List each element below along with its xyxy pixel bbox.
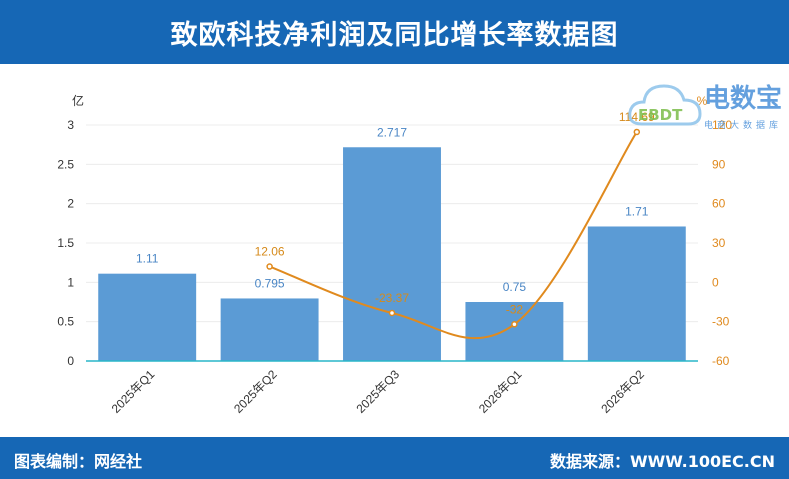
y-left-unit: 亿	[72, 93, 84, 108]
y-left-tick-label: 3	[67, 118, 74, 132]
bar	[220, 298, 319, 361]
bar	[587, 226, 686, 361]
bar-value-label: 0.75	[503, 280, 527, 294]
bar	[343, 147, 441, 361]
y-right-unit: %	[697, 94, 708, 108]
footer-banner: 图表编制：网经社 数据来源：WWW.100EC.CN	[0, 437, 789, 479]
y-left-tick-label: 2	[67, 197, 74, 211]
logo-sub-text: 电商大数据库	[704, 121, 783, 131]
y-left-tick-label: 0.5	[57, 315, 74, 329]
watermark-logo: EBDT 电数宝 电商大数据库	[628, 74, 788, 134]
y-right-tick-label: 30	[712, 236, 726, 250]
line-value-label: 12.06	[255, 245, 285, 259]
line-point	[633, 128, 641, 136]
y-right-tick-label: 120	[712, 118, 732, 132]
y-right-tick-label: -30	[712, 315, 730, 329]
y-left-tick-label: 2.5	[57, 157, 74, 171]
page-title: 致欧科技净利润及同比增长率数据图	[170, 19, 619, 51]
line-point	[266, 263, 273, 270]
y-right-tick-label: 0	[712, 275, 719, 289]
line-point	[388, 309, 396, 317]
footer-credit: 图表编制：网经社	[14, 452, 143, 471]
cloud-logo-icon: EBDT	[628, 84, 702, 126]
bar	[98, 273, 197, 361]
x-tick-label: 2025年Q1	[109, 367, 158, 416]
y-right-tick-label: 90	[712, 157, 726, 171]
y-left-tick-label: 0	[67, 354, 74, 368]
x-tick-label: 2025年Q3	[354, 367, 403, 416]
growth-rate-line	[269, 131, 638, 340]
chart: 0 0.5 1 1.5 2 2.5 3 -60 -30 0 30 60 90 120 亿 % 1.11 0.795…	[57, 93, 732, 416]
y-right-tick-label: 60	[712, 197, 726, 211]
y-right-tick-label: -60	[712, 354, 730, 368]
line-point	[511, 321, 518, 328]
title-banner: 致欧科技净利润及同比增长率数据图	[0, 0, 789, 64]
y-left-tick-label: 1.5	[57, 236, 74, 250]
y-left-tick-label: 1	[67, 275, 74, 289]
line-value-label: -32	[506, 302, 524, 316]
bar-value-label: 1.11	[136, 252, 159, 266]
bar-value-label: 0.795	[255, 276, 285, 290]
footer-source: 数据来源：WWW.100EC.CN	[549, 452, 775, 471]
logo-cloud-text: EBDT	[638, 106, 683, 124]
line-value-label: 114.69	[619, 110, 655, 124]
x-tick-label: 2026年Q2	[598, 367, 647, 416]
x-tick-label: 2026年Q1	[476, 367, 525, 416]
x-tick-label: 2025年Q2	[231, 367, 280, 416]
bar	[465, 302, 564, 361]
bar-value-label: 2.717	[377, 125, 407, 139]
bar-value-label: 1.71	[625, 204, 649, 218]
line-value-label: -23.37	[375, 291, 409, 305]
logo-main-text: 电数宝	[704, 84, 783, 114]
